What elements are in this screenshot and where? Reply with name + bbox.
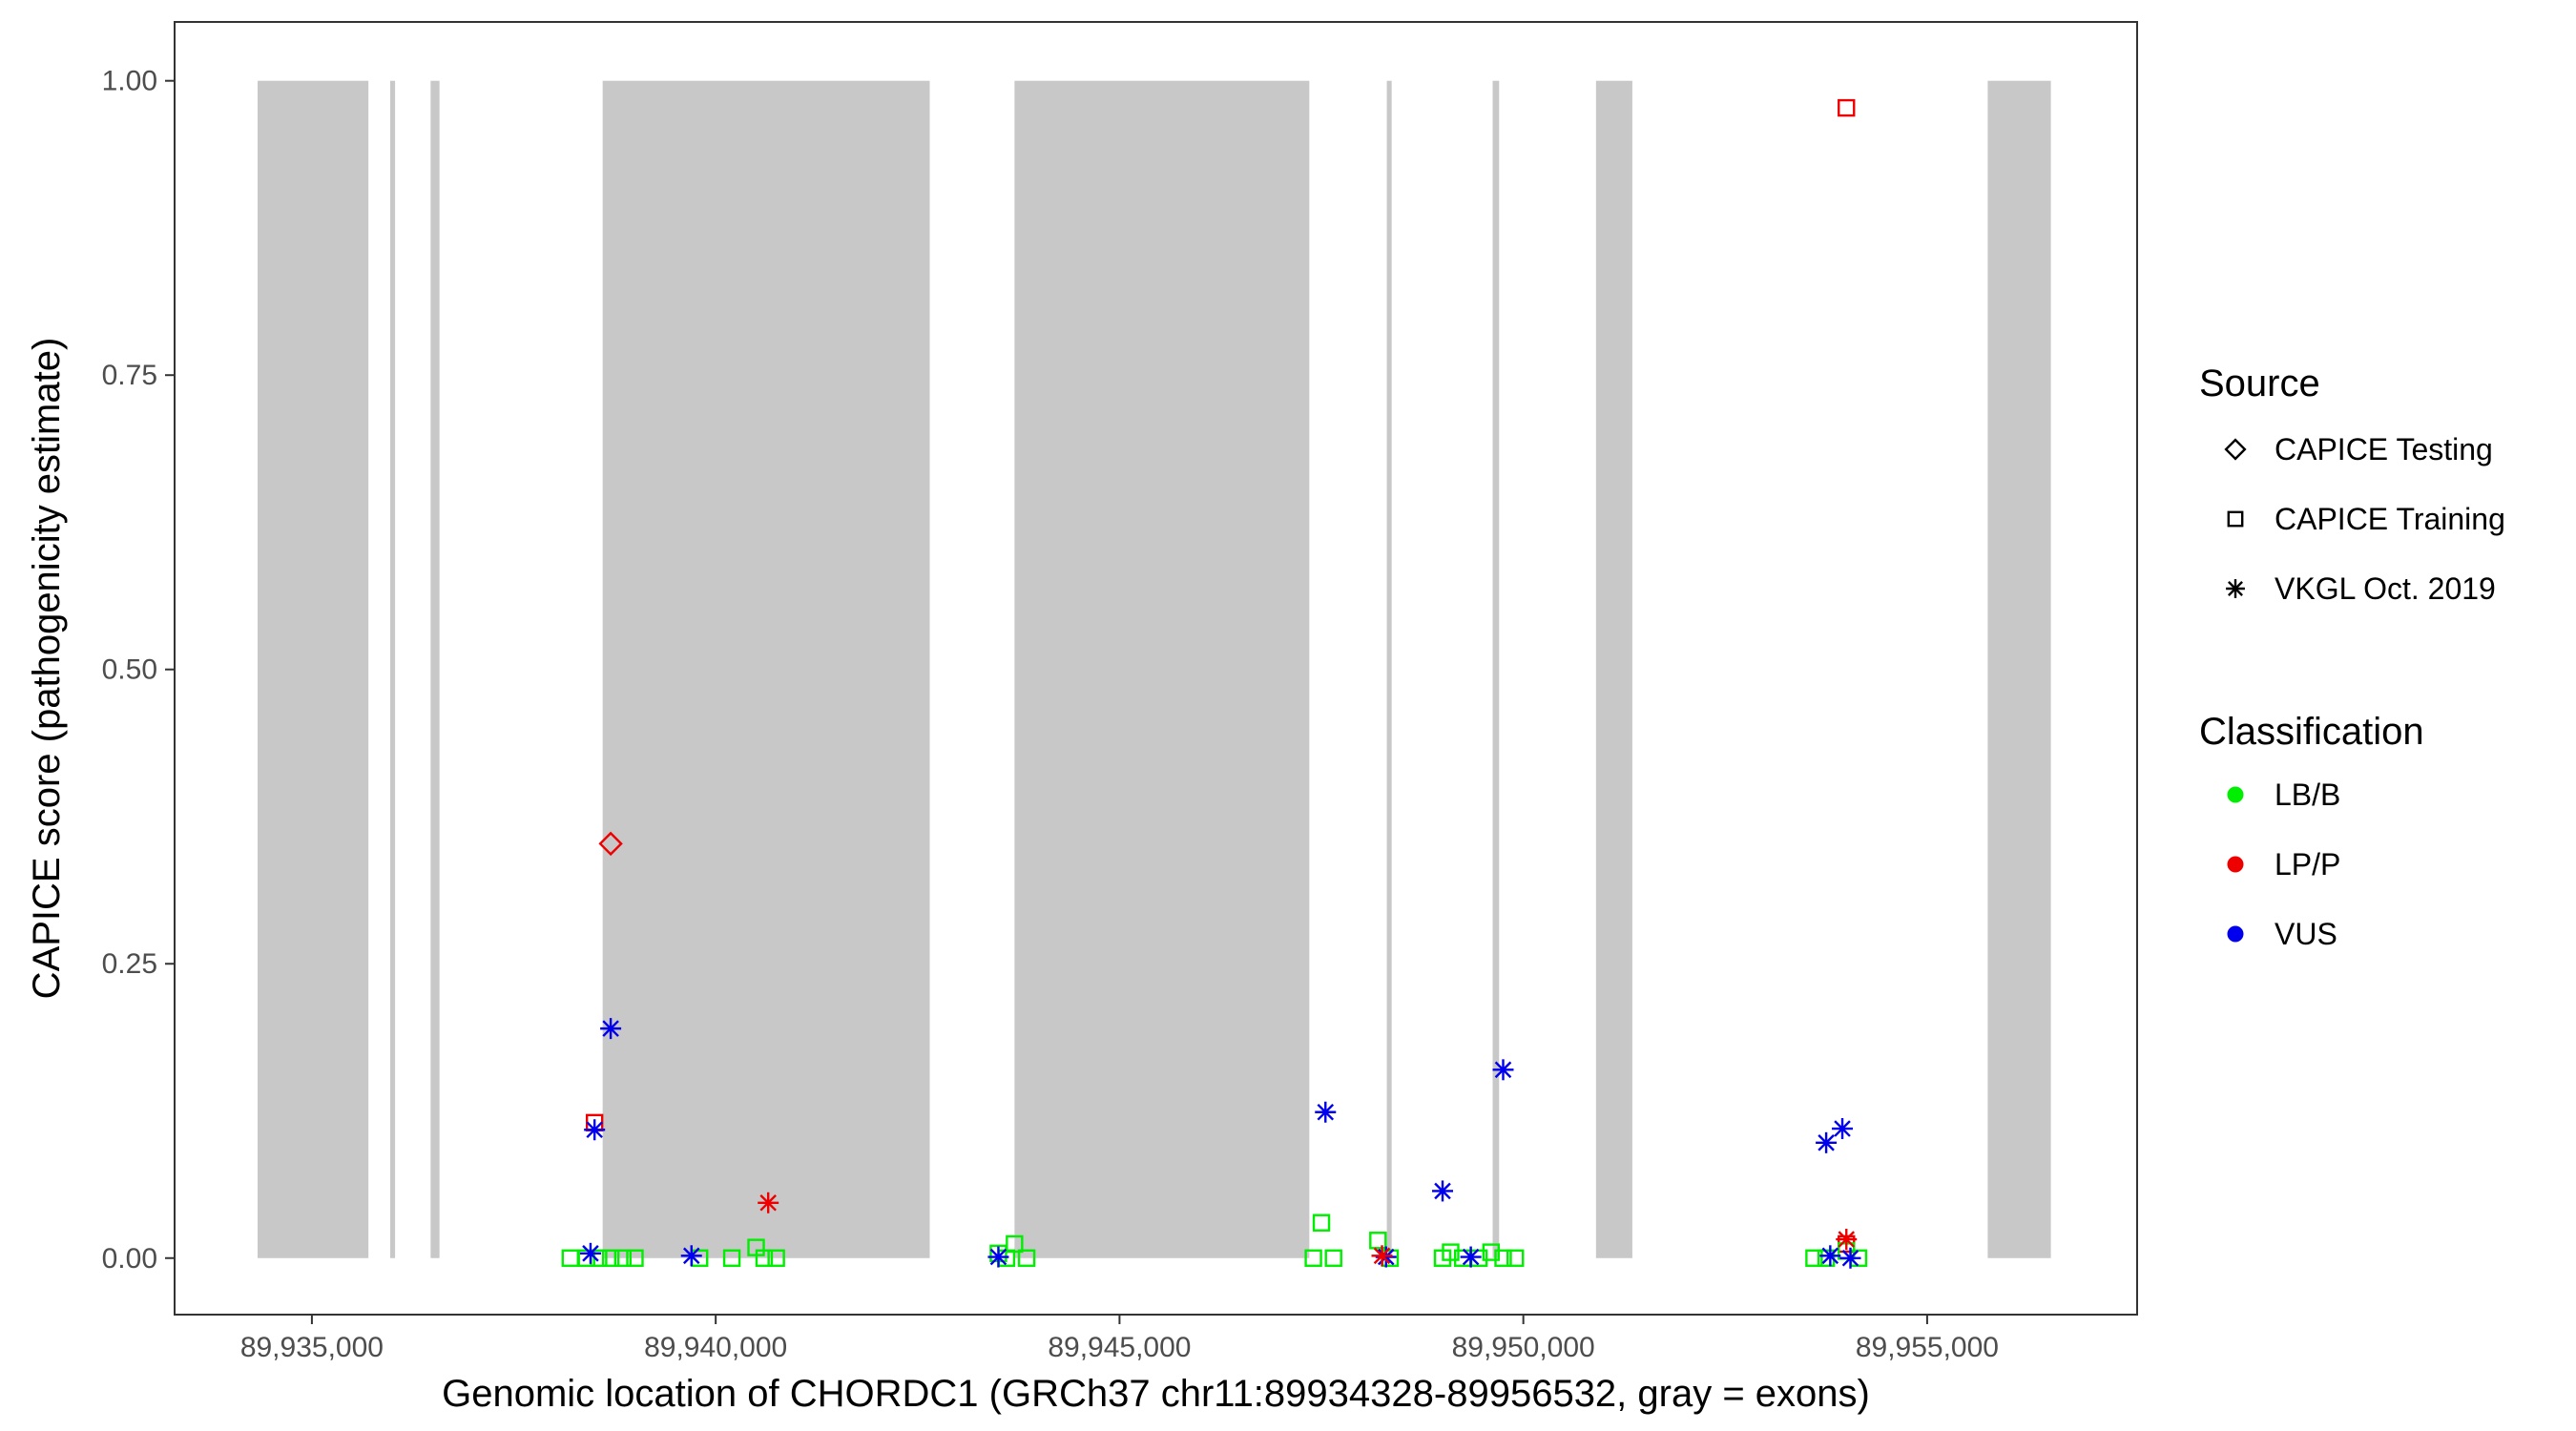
point-vkgl-oct-2019-vus bbox=[1375, 1246, 1397, 1268]
legend-key-lp-p bbox=[2227, 856, 2244, 873]
point-capice-training-lb-b bbox=[1442, 1243, 1460, 1261]
point-capice-training-lb-b bbox=[1312, 1213, 1331, 1232]
point-vkgl-oct-2019-vus bbox=[987, 1246, 1009, 1268]
y-tick-label: 1.00 bbox=[102, 66, 157, 97]
legend: Source CAPICE Testing CAPICE Training VKGL … bbox=[2199, 363, 2505, 951]
y-tick-label: 0.25 bbox=[102, 948, 157, 980]
legend-label-lb-b: LB/B bbox=[2275, 778, 2340, 812]
legend-key-lb-b bbox=[2227, 786, 2244, 803]
x-tick-label: 89,950,000 bbox=[1452, 1332, 1595, 1363]
point-vkgl-oct-2019-vus bbox=[1492, 1059, 1514, 1081]
point-vkgl-oct-2019-vus bbox=[680, 1245, 702, 1267]
point-vkgl-oct-2019-lp-p bbox=[1371, 1245, 1393, 1267]
points-layer bbox=[561, 98, 1868, 1269]
exon-2 bbox=[390, 80, 396, 1258]
point-capice-training-lb-b bbox=[1304, 1249, 1322, 1267]
point-capice-training-lb-b bbox=[626, 1249, 644, 1267]
point-capice-training-lb-b bbox=[767, 1249, 785, 1267]
exon-layer bbox=[258, 80, 2051, 1258]
point-capice-training-lb-b bbox=[722, 1249, 741, 1267]
point-vkgl-oct-2019-vus bbox=[1839, 1247, 1861, 1269]
exon-8 bbox=[1595, 80, 1632, 1258]
x-tick-label: 89,940,000 bbox=[644, 1332, 787, 1363]
y-tick-label: 0.50 bbox=[102, 654, 157, 686]
point-vkgl-oct-2019-vus bbox=[1819, 1245, 1841, 1267]
exon-3 bbox=[430, 80, 440, 1258]
exon-1 bbox=[258, 80, 369, 1258]
legend-key-vkgl-oct-2019 bbox=[2226, 579, 2245, 598]
x-tick-label: 89,945,000 bbox=[1048, 1332, 1191, 1363]
x-axis-title: Genomic location of CHORDC1 (GRCh37 chr1… bbox=[442, 1373, 1870, 1415]
y-axis-title: CAPICE score (pathogenicity estimate) bbox=[26, 338, 68, 1000]
point-vkgl-oct-2019-lp-p bbox=[758, 1192, 779, 1213]
plot-panel-border bbox=[174, 21, 2138, 1316]
point-vkgl-oct-2019-vus bbox=[1460, 1246, 1482, 1268]
legend-label-capice-testing: CAPICE Testing bbox=[2275, 432, 2493, 467]
legend-source-title: Source bbox=[2199, 363, 2320, 404]
point-capice-training-lb-b bbox=[601, 1249, 620, 1267]
point-vkgl-oct-2019-vus bbox=[1832, 1118, 1854, 1140]
point-capice-training-lp-p bbox=[1838, 98, 1856, 117]
legend-label-vkgl-oct-2019: VKGL Oct. 2019 bbox=[2275, 571, 2496, 606]
point-capice-training-lb-b bbox=[613, 1249, 633, 1267]
legend-key-capice-testing bbox=[2224, 438, 2247, 461]
point-capice-training-lb-b bbox=[1369, 1232, 1387, 1250]
point-vkgl-oct-2019-vus bbox=[1315, 1101, 1337, 1123]
point-vkgl-oct-2019-vus bbox=[584, 1119, 606, 1141]
x-tick-label: 89,955,000 bbox=[1856, 1332, 1999, 1363]
legend-key-capice-training bbox=[2227, 510, 2244, 528]
y-tick-label: 0.00 bbox=[102, 1243, 157, 1275]
exon-9 bbox=[1987, 80, 2051, 1258]
point-capice-training-lb-b bbox=[755, 1249, 774, 1267]
y-tick-label: 0.75 bbox=[102, 360, 157, 391]
legend-classification-title: Classification bbox=[2199, 711, 2424, 753]
point-vkgl-oct-2019-vus bbox=[579, 1242, 601, 1264]
x-axis: 89,935,000 89,940,000 89,945,000 89,950,000… bbox=[240, 1315, 1999, 1363]
legend-label-lp-p: LP/P bbox=[2275, 847, 2340, 881]
point-capice-training-lb-b bbox=[1805, 1249, 1823, 1267]
exon-4 bbox=[602, 80, 930, 1258]
exon-6 bbox=[1386, 80, 1392, 1258]
exon-7 bbox=[1492, 80, 1500, 1258]
x-tick-label: 89,935,000 bbox=[240, 1332, 384, 1363]
point-vkgl-oct-2019-lp-p bbox=[1836, 1229, 1858, 1251]
point-capice-training-lb-b bbox=[1324, 1249, 1342, 1267]
legend-label-vus: VUS bbox=[2275, 917, 2337, 951]
point-vkgl-oct-2019-vus bbox=[1816, 1131, 1838, 1153]
point-capice-testing-lp-p bbox=[598, 831, 623, 857]
exon-5 bbox=[1014, 80, 1310, 1258]
legend-label-capice-training: CAPICE Training bbox=[2275, 502, 2505, 536]
point-capice-training-lb-b bbox=[1494, 1249, 1512, 1267]
point-capice-training-lb-b bbox=[1482, 1243, 1500, 1261]
point-vkgl-oct-2019-vus bbox=[600, 1018, 622, 1040]
point-capice-training-lb-b bbox=[1006, 1234, 1024, 1254]
point-capice-training-lb-b bbox=[1017, 1249, 1036, 1267]
legend-key-vus bbox=[2227, 925, 2244, 943]
point-capice-training-lb-b bbox=[1506, 1249, 1525, 1267]
y-axis: 0.00 0.25 0.50 0.75 1.00 bbox=[102, 66, 175, 1275]
point-vkgl-oct-2019-vus bbox=[1432, 1180, 1454, 1202]
